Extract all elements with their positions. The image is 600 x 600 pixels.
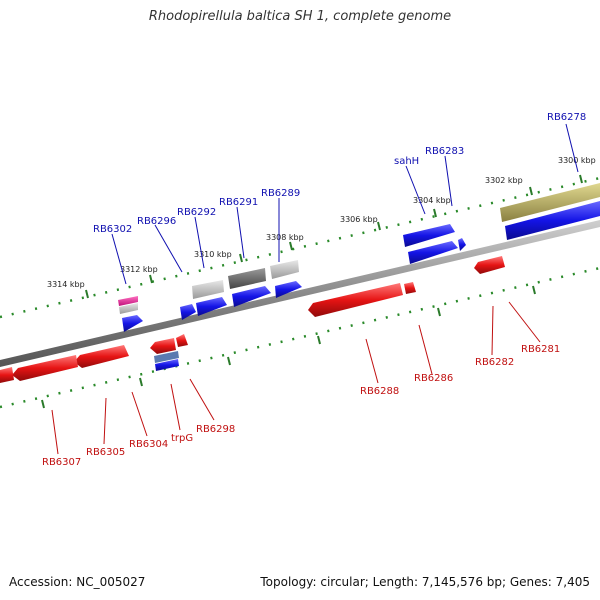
gene-label: RB6296: [137, 216, 176, 227]
scale-label: 3310 kbp: [194, 250, 232, 259]
scale-label: 3304 kbp: [413, 196, 451, 205]
feature-reverse-gene: [150, 338, 176, 354]
feature-forward-gene: [155, 359, 179, 371]
gene-label: RB6305: [86, 447, 125, 458]
feature-forward-gene: [196, 297, 227, 316]
gene-label: RB6291: [219, 197, 258, 208]
feature-pseudo: [500, 183, 600, 222]
reverse-features: [0, 256, 505, 383]
labels-top: RB6278 RB6283 sahH RB6289 RB6291 RB6292 …: [93, 112, 586, 235]
gene-label: RB6288: [360, 386, 399, 397]
map-title: Rhodopirellula baltica SH 1, complete ge…: [148, 9, 452, 24]
feature-forward-gene: [180, 304, 196, 320]
accession-text: Accession: NC_005027: [9, 575, 146, 589]
gene-label: RB6289: [261, 188, 300, 199]
scale-label: 3300 kbp: [558, 156, 596, 165]
gene-label: RB6282: [475, 357, 514, 368]
feature-reverse-gene: [308, 283, 403, 317]
feature-forward-gene: [122, 315, 143, 332]
gene-label: RB6298: [196, 424, 235, 435]
feature-reverse-gene: [74, 345, 129, 368]
leader-lines-bottom: [51, 301, 541, 455]
genome-backbone: [0, 220, 600, 367]
feature-rna: [270, 260, 299, 279]
feature-pink: [118, 296, 138, 306]
scale-labels: 3300 kbp 3302 kbp 3304 kbp 3306 kbp 3308…: [47, 156, 596, 289]
topology-text: Topology: circular; Length: 7,145,576 bp…: [260, 575, 590, 589]
feature-forward-gene: [275, 281, 302, 298]
feature-reverse-gene: [0, 367, 14, 383]
feature-rna: [119, 303, 138, 314]
tick-row-inner: [0, 266, 600, 409]
feature-forward-gene: [458, 238, 466, 251]
feature-reverse-gene: [474, 256, 505, 274]
gene-label: RB6307: [42, 457, 81, 468]
feature-reverse-gene: [176, 334, 188, 347]
feature-reverse-gene: [12, 355, 78, 381]
labels-bottom: RB6281 RB6282 RB6286 RB6288 RB6298 trpG …: [42, 344, 560, 468]
feature-forward-gene: [408, 241, 458, 264]
feature-reverse-gene: [404, 282, 416, 294]
gene-label: RB6302: [93, 224, 132, 235]
feature-rna-blue: [154, 351, 179, 363]
gene-label: RB6286: [414, 373, 453, 384]
gene-label: trpG: [171, 433, 193, 444]
scale-label: 3302 kbp: [485, 176, 523, 185]
forward-features: [118, 183, 600, 332]
scale-label: 3312 kbp: [120, 265, 158, 274]
feature-forward-gene: [403, 224, 455, 247]
gene-label: RB6278: [547, 112, 586, 123]
gene-label: sahH: [394, 156, 419, 167]
scale-label: 3308 kbp: [266, 233, 304, 242]
scale-label: 3314 kbp: [47, 280, 85, 289]
gene-label: RB6283: [425, 146, 464, 157]
feature-forward-gene: [232, 286, 271, 307]
gene-label: RB6281: [521, 344, 560, 355]
gene-label: RB6304: [129, 439, 168, 450]
feature-rna-dark: [228, 268, 266, 289]
major-ticks: [41, 174, 583, 409]
scale-label: 3306 kbp: [340, 215, 378, 224]
leader-lines-top: [111, 123, 579, 285]
feature-rna: [192, 280, 224, 299]
feature-forward-gene: [505, 201, 600, 240]
gene-label: RB6292: [177, 207, 216, 218]
